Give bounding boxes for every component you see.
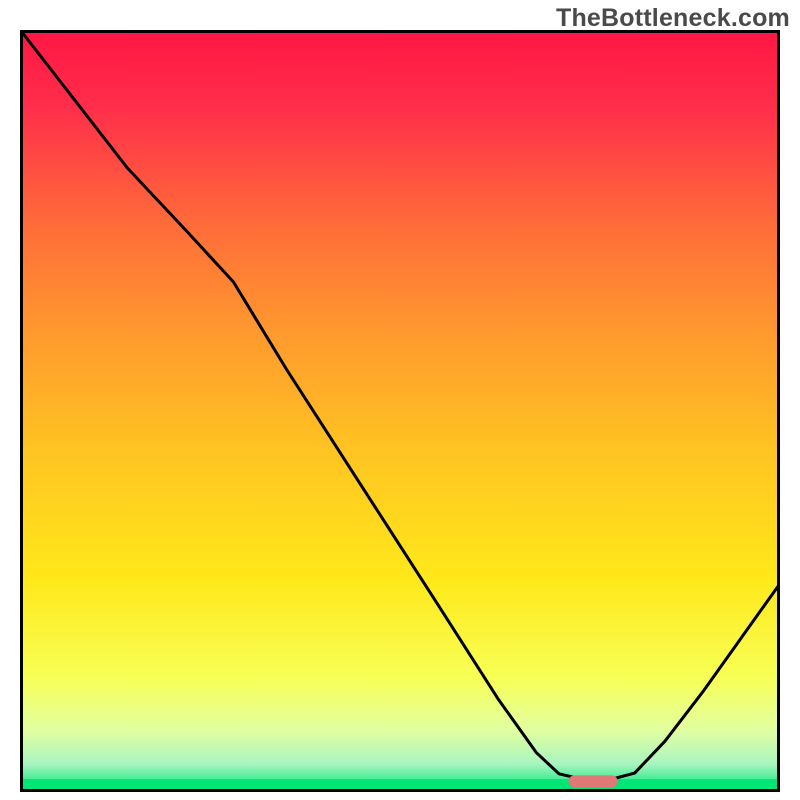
chart-container: TheBottleneck.com	[0, 0, 800, 800]
watermark-text: TheBottleneck.com	[556, 4, 790, 33]
plot-bottom-band	[22, 779, 779, 790]
plot-svg	[20, 30, 780, 792]
plot-area	[20, 30, 780, 792]
optimal-marker	[568, 775, 617, 787]
plot-background	[22, 32, 779, 791]
